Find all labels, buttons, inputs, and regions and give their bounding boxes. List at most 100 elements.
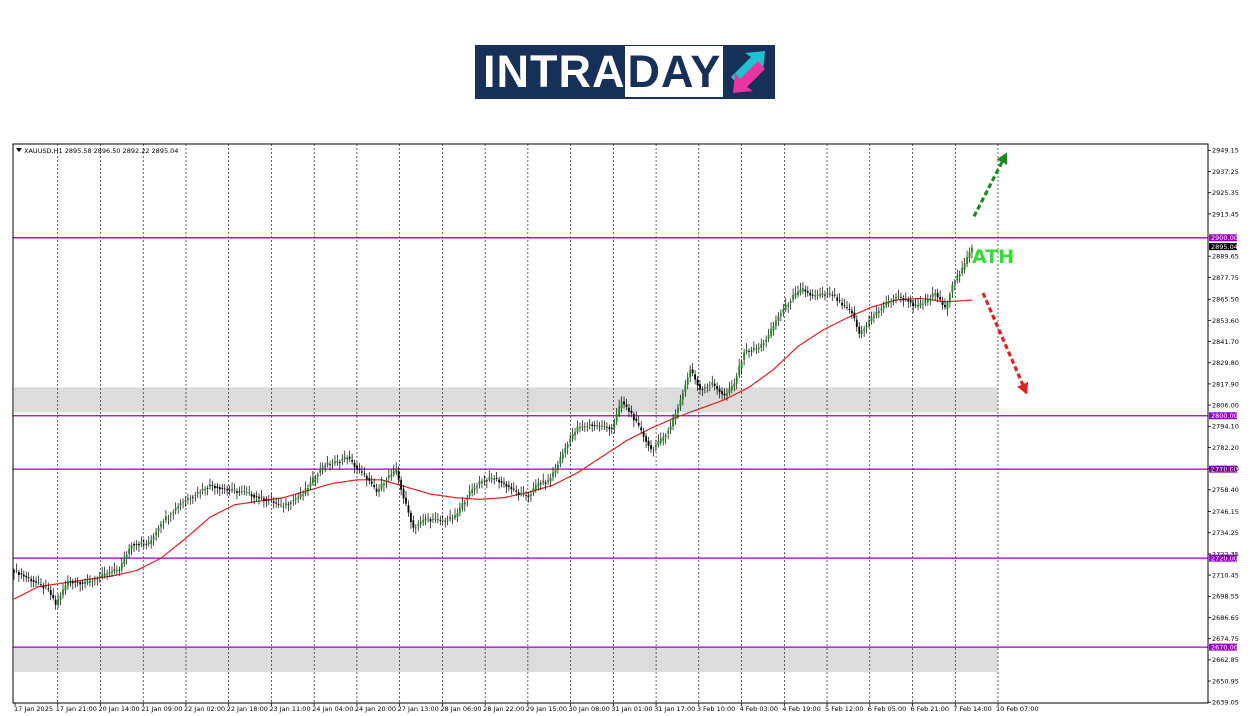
candle-body — [664, 435, 667, 438]
y-tick-label: 2865.50 — [1212, 296, 1239, 304]
candle-body — [436, 519, 439, 520]
candle-body — [69, 581, 72, 583]
candle-body — [71, 581, 74, 584]
candle-body — [713, 383, 716, 387]
candle-body — [681, 393, 684, 400]
candle-body — [174, 507, 177, 511]
x-tick-label: 27 Jan 13:00 — [398, 705, 439, 713]
y-tick-label: 2829.80 — [1212, 359, 1239, 367]
x-tick-label: 5 Feb 12:00 — [825, 705, 864, 713]
candle-body — [356, 466, 358, 470]
candle-body — [838, 300, 841, 301]
y-tick-label: 2782.20 — [1212, 444, 1239, 452]
candle-body — [187, 498, 189, 500]
candle-body — [228, 489, 231, 491]
candle-body — [49, 590, 52, 596]
candle-body — [544, 482, 547, 484]
candle-body — [794, 293, 797, 297]
candle-body — [128, 548, 131, 554]
candle-body — [971, 247, 973, 253]
candle-body — [358, 469, 361, 471]
candle-body — [863, 328, 866, 331]
candle-body — [505, 483, 508, 487]
x-tick-label: 22 Jan 18:00 — [227, 705, 268, 713]
candle-body — [57, 599, 59, 605]
candle-body — [848, 308, 851, 310]
candle-body — [593, 425, 596, 426]
candle-body — [218, 487, 221, 490]
candle-body — [843, 305, 846, 307]
candle-body — [304, 488, 307, 495]
x-tick-label: 10 Feb 07:00 — [996, 705, 1039, 713]
candle-body — [789, 301, 792, 304]
candle-body — [336, 460, 339, 463]
candle-body — [860, 330, 863, 334]
candle-body — [405, 497, 407, 504]
candle-body — [478, 481, 481, 485]
candle-body — [302, 494, 304, 496]
candle-body — [951, 284, 954, 293]
candle-body — [914, 304, 917, 306]
candle-body — [375, 488, 378, 492]
candle-body — [721, 391, 723, 395]
candle-body — [917, 304, 919, 308]
candle-body — [537, 483, 540, 487]
y-tick-label: 2853.60 — [1212, 317, 1239, 325]
candle-body — [799, 289, 802, 293]
x-tick-label: 21 Jan 09:00 — [141, 705, 182, 713]
candle-body — [508, 485, 510, 487]
candle-body — [667, 430, 670, 434]
candle-body — [410, 512, 412, 522]
candle-body — [309, 482, 312, 487]
candle-body — [459, 507, 461, 513]
candle-body — [13, 570, 15, 573]
candle-body — [711, 382, 714, 385]
candle-body — [79, 582, 82, 585]
candle-body — [248, 492, 251, 494]
candle-body — [206, 488, 209, 489]
candle-body — [385, 479, 388, 482]
candle-body — [397, 470, 400, 480]
candle-body — [111, 571, 113, 573]
candle-body — [133, 543, 135, 546]
candle-body — [454, 515, 456, 518]
candle-body — [177, 506, 180, 508]
candle-body — [40, 584, 42, 586]
candle-body — [287, 503, 290, 505]
candle-body — [836, 297, 839, 301]
candle-body — [686, 377, 689, 385]
candle-body — [265, 499, 268, 502]
candle-body — [708, 385, 711, 387]
candle-body — [387, 475, 390, 479]
candle-body — [30, 578, 33, 582]
candle-body — [324, 465, 327, 467]
candle-body — [15, 570, 18, 572]
y-tick-label: 2937.25 — [1212, 168, 1239, 176]
candle-body — [748, 351, 750, 352]
candle-body — [103, 573, 106, 576]
candle-body — [662, 437, 665, 441]
candle-body — [485, 480, 488, 482]
support-zone — [14, 647, 998, 673]
x-tick-label: 7 Feb 14:00 — [953, 705, 992, 713]
candle-body — [463, 502, 466, 505]
candle-body — [552, 472, 554, 478]
candle-body — [900, 297, 902, 299]
candle-body — [152, 536, 155, 540]
candle-body — [765, 339, 768, 342]
candle-body — [414, 527, 417, 529]
candle-body — [520, 492, 523, 495]
x-tick-label: 20 Jan 14:00 — [98, 705, 139, 713]
candle-body — [601, 425, 603, 427]
candle-body — [446, 519, 449, 521]
candle-body — [329, 464, 331, 466]
level-tag — [1209, 643, 1237, 651]
candle-body — [650, 445, 652, 450]
plot-frame — [12, 143, 1209, 704]
candle-body — [84, 582, 86, 584]
candle-body — [204, 489, 206, 491]
candle-body — [645, 436, 647, 442]
candle-body — [150, 539, 153, 544]
candle-body — [407, 505, 410, 513]
candle-body — [559, 457, 562, 464]
